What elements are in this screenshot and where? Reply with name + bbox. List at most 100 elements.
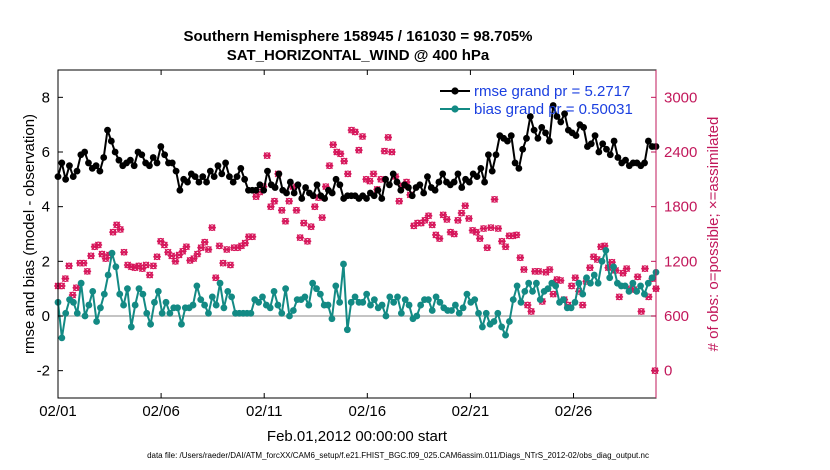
rmse-point <box>275 170 283 178</box>
obs-assimilated-marker <box>182 243 191 251</box>
bias-point <box>178 320 185 328</box>
rmse-point <box>126 156 134 164</box>
bias-point <box>247 309 255 317</box>
bias-point <box>590 271 598 279</box>
obs-assimilated-marker <box>208 224 216 232</box>
rmse-point <box>424 173 431 181</box>
rmse-point <box>203 178 210 186</box>
y-axis-label-left: rmse and bias (model - observation) <box>21 114 38 354</box>
obs-assimilated-marker <box>219 259 227 267</box>
bias-point <box>471 296 479 303</box>
obs-assimilated-marker <box>248 233 257 241</box>
rmse-point <box>168 159 176 167</box>
rmse-point <box>454 170 462 178</box>
bias-point <box>208 293 216 301</box>
obs-assimilated-marker <box>61 275 70 283</box>
obs-assimilated-marker <box>549 290 558 298</box>
rmse-point <box>256 181 264 189</box>
rmse-point <box>557 118 565 126</box>
bias-point <box>648 274 656 282</box>
obs-assimilated-marker <box>523 301 532 309</box>
bias-point <box>394 293 401 301</box>
bias-point <box>81 312 89 320</box>
bias-point <box>143 309 151 317</box>
rmse-point <box>530 126 538 134</box>
legend-bias-marker <box>451 105 459 113</box>
obs-assimilated-marker <box>311 203 319 211</box>
bias-point <box>451 301 459 309</box>
obs-assimilated-marker <box>578 301 587 309</box>
obs-assimilated-marker <box>303 237 312 245</box>
bias-point <box>228 293 236 301</box>
x-tick-label: 02/21 <box>452 403 490 420</box>
rmse-point <box>146 162 153 170</box>
obs-assimilated-marker <box>270 197 279 205</box>
bias-point <box>124 285 131 293</box>
obs-assimilated-marker <box>461 202 470 210</box>
rmse-point <box>252 186 260 194</box>
bias-point <box>390 298 398 306</box>
bias-point <box>193 282 201 290</box>
bias-point <box>560 296 567 303</box>
legend-bias-label: bias grand pr = 0.50031 <box>474 101 633 118</box>
bias-point <box>598 257 606 265</box>
bias-point <box>575 279 583 287</box>
bias-point <box>343 326 351 334</box>
rmse-point <box>591 132 599 140</box>
bias-point <box>436 298 444 306</box>
obs-assimilated-marker <box>266 203 275 211</box>
rmse-point <box>549 102 557 109</box>
rmse-point <box>104 126 111 134</box>
obs-assimilated-marker <box>567 282 576 290</box>
rmse-point <box>332 175 340 183</box>
bias-point <box>606 274 614 282</box>
rmse-point <box>58 159 66 167</box>
obs-assimilated-marker <box>351 128 359 136</box>
rmse-point <box>161 151 169 159</box>
bias-point <box>309 279 317 287</box>
obs-assimilated-marker <box>57 282 66 290</box>
y-tick-label-left: 6 <box>42 144 50 161</box>
bias-point <box>100 290 108 298</box>
rmse-point <box>587 140 595 148</box>
rmse-point <box>431 186 439 194</box>
obs-assimilated-marker <box>384 133 392 141</box>
obs-assimilated-marker <box>153 253 161 261</box>
obs-assimilated-marker <box>263 152 271 160</box>
bias-point <box>455 309 463 317</box>
rmse-point <box>218 170 226 178</box>
bias-point <box>505 318 513 325</box>
obs-assimilated-marker <box>79 259 88 267</box>
rmse-point <box>85 159 92 167</box>
bias-point <box>289 307 297 314</box>
obs-assimilated-marker <box>340 157 348 165</box>
y-tick-label-left: 4 <box>42 199 50 216</box>
rmse-point <box>538 124 546 131</box>
bias-point <box>131 301 139 309</box>
rmse-point <box>504 137 511 145</box>
rmse-point <box>149 154 157 161</box>
obs-assimilated-marker <box>120 248 128 256</box>
rmse-point <box>580 124 588 131</box>
bias-point <box>205 309 212 317</box>
y-tick-label-left: 0 <box>42 308 50 325</box>
rmse-point <box>420 189 428 197</box>
bias-point <box>513 282 521 290</box>
bias-point <box>417 301 425 309</box>
bias-point <box>266 304 274 312</box>
bias-point <box>498 323 506 331</box>
bias-point <box>58 334 66 342</box>
obs-assimilated-marker <box>637 307 646 315</box>
bias-point <box>120 301 127 309</box>
rmse-point <box>214 162 222 170</box>
rmse-point <box>195 178 203 186</box>
y-tick-label-left: -2 <box>37 363 50 380</box>
bias-point <box>602 247 610 254</box>
rmse-point <box>511 159 519 167</box>
obs-assimilated-marker <box>149 262 158 270</box>
obs-assimilated-marker <box>534 267 543 275</box>
bias-point <box>370 296 378 303</box>
rmse-point <box>233 173 241 181</box>
rmse-point <box>100 154 108 161</box>
bias-point <box>637 282 644 290</box>
